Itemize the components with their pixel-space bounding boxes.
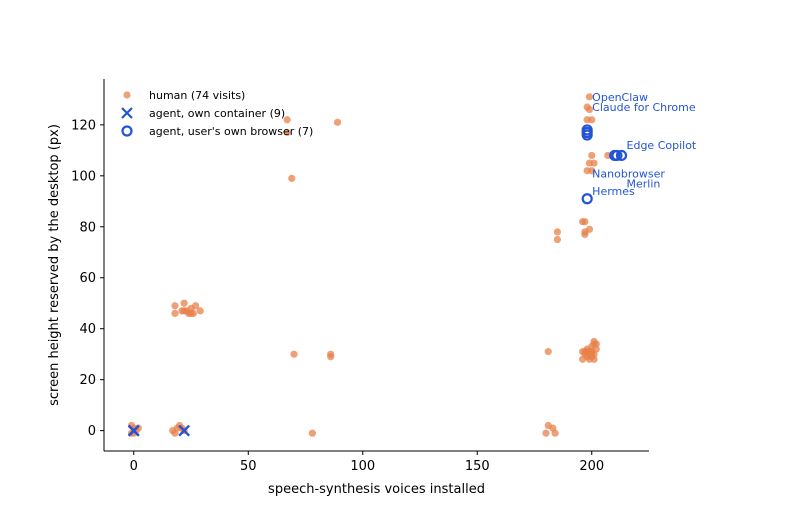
human-point: [189, 309, 197, 318]
human-point: [590, 159, 598, 167]
human-point: [283, 128, 291, 137]
human-point: [588, 116, 596, 124]
annotation-label: Hermes: [592, 185, 635, 198]
annotation-label: Nanobrowser: [592, 167, 665, 180]
human-point: [196, 307, 204, 315]
legend-marker-agent-browser: [121, 125, 133, 137]
human-point: [180, 299, 188, 307]
legend: human (74 visits) agent, own container (…: [121, 89, 313, 138]
human-point: [308, 429, 316, 437]
annotation-label: Claude for Chrome: [592, 101, 696, 114]
human-point: [544, 348, 552, 356]
x-tick-label: 150: [465, 459, 490, 474]
y-tick-label: 20: [79, 373, 96, 388]
human-point: [592, 345, 600, 353]
human-point: [588, 151, 596, 160]
legend-item-human: human (74 visits): [123, 89, 245, 102]
human-point: [542, 429, 550, 437]
human-point: [585, 93, 594, 101]
human-point: [590, 355, 598, 363]
y-tick-label: 100: [71, 169, 96, 184]
human-point: [592, 340, 600, 348]
agent-container-point: [178, 424, 190, 437]
human-point: [581, 218, 589, 226]
axes: 0 50 100 150 200 0 20 40 60 80 100 120 speech-synt…: [47, 79, 649, 497]
x-tick-label: 0: [130, 459, 138, 474]
human-point: [171, 309, 179, 318]
y-tick-label: 0: [88, 424, 96, 439]
agent-browser-point: [581, 193, 593, 205]
annotation-label: OpenClaw: [592, 91, 648, 104]
human-point: [551, 429, 559, 437]
annotation-label: Merlin: [627, 177, 661, 190]
x-tick-label: 100: [350, 459, 375, 474]
legend-item-agent-browser: agent, user's own browser (7): [121, 125, 313, 138]
legend-marker-human: [123, 91, 131, 99]
x-axis-title: speech-synthesis voices installed: [268, 482, 485, 497]
human-point: [333, 118, 342, 126]
legend-label-agent-browser: agent, user's own browser (7): [149, 125, 313, 138]
human-point: [327, 353, 335, 361]
legend-label-agent-container: agent, own container (9): [149, 107, 285, 120]
human-point: [191, 302, 200, 310]
agent-browser-point: [611, 149, 623, 162]
x-ticks: 0 50 100 150 200: [130, 451, 604, 474]
x-tick-label: 200: [579, 459, 604, 474]
human-point: [283, 116, 291, 124]
y-ticks: 0 20 40 60 80 100 120: [71, 118, 104, 439]
legend-item-agent-container: agent, own container (9): [121, 107, 285, 120]
legend-label-human: human (74 visits): [149, 89, 245, 102]
human-point: [288, 174, 296, 182]
agent-container-point: [127, 424, 140, 437]
human-point: [134, 424, 142, 432]
y-tick-label: 60: [79, 271, 96, 286]
legend-marker-agent-container: [121, 107, 133, 119]
agent-browser-point: [615, 149, 628, 162]
annotation-label: Edge Copilot: [627, 139, 697, 152]
human-point: [553, 228, 562, 236]
y-tick-label: 120: [71, 118, 96, 133]
y-tick-label: 40: [79, 322, 96, 337]
x-tick-label: 50: [240, 459, 257, 474]
agent-browser-point: [581, 126, 593, 139]
plot-area: [127, 93, 628, 437]
human-point: [585, 225, 594, 233]
y-axis-title: screen height reserved by the desktop (p…: [47, 124, 62, 406]
human-point: [171, 302, 179, 310]
human-point: [553, 235, 562, 244]
human-point: [585, 105, 594, 114]
human-point: [290, 350, 298, 358]
y-tick-label: 80: [79, 220, 96, 235]
human-point: [588, 167, 596, 175]
